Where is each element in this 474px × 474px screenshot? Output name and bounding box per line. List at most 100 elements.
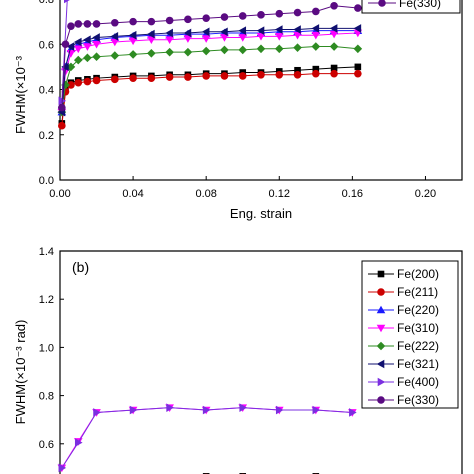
legend-label: Fe(330)	[397, 393, 439, 407]
data-point	[239, 403, 248, 412]
data-point	[275, 9, 284, 18]
y-tick-label: 0.8	[39, 0, 54, 6]
x-tick-label: 0.08	[195, 188, 216, 200]
data-point	[93, 408, 101, 417]
data-point	[58, 463, 67, 473]
data-point	[183, 47, 193, 57]
data-point	[166, 403, 174, 412]
legend-label: Fe(321)	[397, 357, 439, 371]
x-tick-label: 0.04	[122, 188, 143, 200]
data-point	[201, 27, 210, 37]
data-point	[312, 69, 320, 78]
y-tick-label: 0.0	[39, 175, 54, 187]
data-point	[202, 14, 210, 23]
data-point	[330, 1, 338, 10]
data-point	[220, 27, 228, 37]
data-point	[147, 17, 156, 26]
legend-label: Fe(220)	[397, 303, 439, 317]
series-Fe(330)	[58, 1, 362, 112]
y-tick-label: 0.8	[39, 391, 54, 403]
data-point	[330, 64, 338, 72]
legend-label: Fe(222)	[397, 339, 439, 353]
data-point	[275, 405, 284, 415]
legend-marker	[376, 359, 385, 369]
data-point	[83, 77, 92, 86]
data-point	[83, 20, 92, 28]
y-tick-label: 0.6	[39, 439, 54, 451]
data-point	[184, 73, 192, 81]
data-point	[110, 38, 120, 47]
data-point	[311, 24, 320, 33]
data-point	[66, 62, 76, 72]
data-point	[293, 25, 301, 34]
data-point	[67, 81, 75, 89]
legend-marker	[378, 0, 386, 7]
panel-a-legend: Fe(330)	[361, 0, 461, 14]
data-point	[61, 40, 70, 49]
data-point	[274, 33, 284, 41]
data-point	[238, 45, 248, 55]
y-tick-label: 0.4	[39, 85, 54, 97]
legend-marker	[376, 324, 386, 333]
legend-marker	[376, 305, 386, 314]
legend-marker	[377, 396, 385, 404]
data-point	[64, 0, 70, 4]
data-point	[329, 42, 339, 51]
data-point	[293, 31, 302, 40]
data-point	[238, 34, 248, 42]
data-point	[312, 65, 320, 73]
data-point	[147, 49, 156, 58]
data-point	[74, 438, 83, 447]
data-point	[92, 20, 101, 28]
series-line	[61, 407, 353, 469]
data-point	[73, 55, 83, 65]
data-point	[353, 24, 362, 33]
data-point	[238, 72, 247, 80]
data-point	[312, 405, 321, 415]
data-point	[165, 28, 173, 38]
data-point	[354, 63, 362, 71]
series-line	[61, 5, 358, 108]
data-point	[184, 15, 192, 24]
data-point	[238, 12, 247, 20]
legend-label: Fe(310)	[397, 321, 439, 335]
data-point	[294, 66, 301, 74]
series-Fe(310)	[57, 404, 357, 473]
x-tick-label: 0.20	[415, 188, 436, 200]
data-point	[74, 20, 83, 28]
data-point	[111, 18, 119, 27]
y-tick-label: 1.2	[39, 294, 54, 306]
data-point	[220, 45, 229, 55]
series-Fe(222)	[57, 42, 363, 117]
data-point	[202, 72, 210, 80]
data-point	[129, 74, 137, 82]
data-point	[183, 28, 192, 38]
data-point	[147, 36, 156, 45]
data-point	[92, 40, 101, 49]
data-point	[329, 30, 339, 39]
legend-marker	[377, 270, 385, 278]
data-point	[311, 42, 321, 51]
data-point	[61, 62, 69, 72]
data-point	[66, 50, 76, 58]
y-tick-label: 1.0	[39, 342, 54, 354]
data-point	[83, 43, 92, 51]
data-point	[58, 103, 66, 112]
data-point	[201, 46, 211, 56]
data-point	[128, 30, 137, 40]
panel-b-y-axis-label: FWHM(×10⁻³ rad)	[13, 320, 28, 425]
data-point	[183, 35, 193, 43]
data-point	[329, 24, 338, 33]
data-point	[256, 26, 265, 35]
data-point	[275, 70, 284, 79]
data-point	[349, 408, 357, 417]
data-point	[354, 4, 362, 12]
data-point	[274, 25, 283, 34]
data-point	[353, 44, 363, 54]
data-point	[220, 72, 229, 80]
data-point	[129, 17, 137, 26]
data-point	[67, 22, 75, 30]
x-tick-label: 0.12	[269, 188, 290, 200]
panel-a-y-ticks: 0.0 0.2 0.4 0.6 0.8	[39, 0, 64, 187]
